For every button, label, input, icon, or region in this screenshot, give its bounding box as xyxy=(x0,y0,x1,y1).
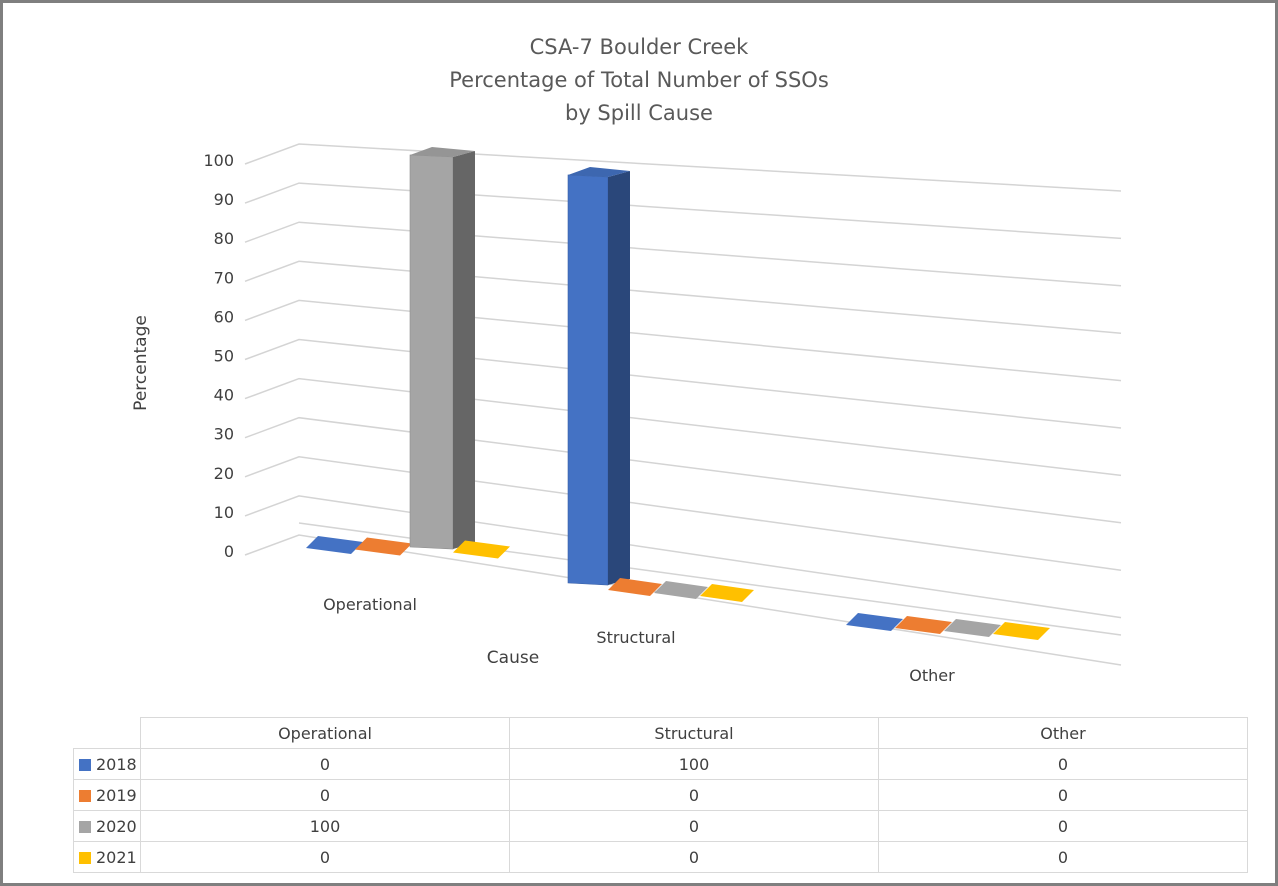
legend-label-2020: 2020 xyxy=(96,816,137,836)
chart-title-line-3: by Spill Cause xyxy=(565,101,713,125)
table-row-header-2019: 2019 xyxy=(73,779,141,811)
y-tick-90: 90 xyxy=(214,190,234,209)
gridlines xyxy=(244,143,1122,666)
table-row-2018: 2018 0 100 0 xyxy=(73,748,1248,780)
gridline-30 xyxy=(244,416,1122,524)
table-cell-2019-operational: 0 xyxy=(140,779,510,811)
category-labels: Operational Structural Other xyxy=(323,595,955,685)
data-table: Operational Structural Other 2018 0 100 0 20… xyxy=(73,717,1248,873)
table-col-structural: Structural xyxy=(509,717,879,749)
gridline-60 xyxy=(244,299,1122,382)
x-category-label-structural: Structural xyxy=(596,628,675,647)
bar-other-2021 xyxy=(993,622,1050,640)
gridline-90 xyxy=(244,182,1122,240)
table-body: 2018 0 100 0 2019 0 0 0 2020 100 0 0 2021 0 0 0 xyxy=(73,748,1248,873)
x-axis-title: Cause xyxy=(487,648,539,668)
y-tick-100: 100 xyxy=(203,151,234,170)
gridline-50 xyxy=(244,338,1122,429)
bar-operational-2020-side xyxy=(453,151,475,549)
bar-structural-2018-side xyxy=(608,171,630,585)
table-row-header-2020: 2020 xyxy=(73,810,141,842)
chart-title-line-2: Percentage of Total Number of SSOs xyxy=(449,68,829,92)
bar-other-2018 xyxy=(846,613,903,631)
x-category-label-other: Other xyxy=(909,666,955,685)
chart-title-line-1: CSA-7 Boulder Creek xyxy=(530,35,750,59)
legend-key-2019 xyxy=(79,789,91,802)
bar-structural-2018-top xyxy=(568,167,630,177)
bar-structural-2018-front xyxy=(567,174,609,586)
legend-label-2021: 2021 xyxy=(96,847,137,867)
chart-title: CSA-7 Boulder Creek Percentage of Total … xyxy=(449,35,829,125)
bar-other-2020 xyxy=(944,619,1001,637)
table-cell-2018-other: 0 xyxy=(878,748,1248,780)
bar-operational-2018 xyxy=(306,536,363,554)
bar-other-2019 xyxy=(895,616,952,634)
legend-key-2021 xyxy=(79,851,91,864)
y-tick-40: 40 xyxy=(214,386,234,405)
y-tick-10: 10 xyxy=(214,503,234,522)
table-cell-2019-structural: 0 xyxy=(509,779,879,811)
y-tick-80: 80 xyxy=(214,229,234,248)
x-category-label-operational: Operational xyxy=(323,595,417,614)
legend-key-2018 xyxy=(79,758,91,771)
table-row-header-2018: 2018 xyxy=(73,748,141,780)
y-tick-50: 50 xyxy=(214,347,234,366)
bar-operational-2021 xyxy=(453,540,510,559)
bar-structural-2020 xyxy=(654,581,708,599)
y-tick-30: 30 xyxy=(214,425,234,444)
chart-plot: CSA-7 Boulder Creek Percentage of Total … xyxy=(131,35,1122,685)
gridline-80 xyxy=(244,221,1122,287)
table-cell-2018-structural: 100 xyxy=(509,748,879,780)
legend-label-2018: 2018 xyxy=(96,754,137,774)
table-cell-2020-operational: 100 xyxy=(140,810,510,842)
legend-label-2019: 2019 xyxy=(96,785,137,805)
gridline-10 xyxy=(244,495,1122,619)
table-cell-2021-operational: 0 xyxy=(140,841,510,873)
bar-operational-2020-front xyxy=(409,154,454,550)
table-col-operational: Operational xyxy=(140,717,510,749)
table-cell-2021-structural: 0 xyxy=(509,841,879,873)
gridline-40 xyxy=(244,377,1122,477)
bars xyxy=(306,147,1050,640)
table-row-2019: 2019 0 0 0 xyxy=(73,779,1248,811)
bar-structural-2021 xyxy=(700,584,754,602)
table-cell-2020-other: 0 xyxy=(878,810,1248,842)
table-cell-2019-other: 0 xyxy=(878,779,1248,811)
y-tick-60: 60 xyxy=(214,307,234,326)
y-axis-title: Percentage xyxy=(131,315,151,411)
y-axis-ticks: 0 10 20 30 40 50 60 70 80 90 100 xyxy=(203,151,234,561)
bar-structural-2019 xyxy=(608,578,662,596)
table-corner xyxy=(73,717,141,749)
table-header-row: Operational Structural Other xyxy=(73,717,1248,749)
y-tick-20: 20 xyxy=(214,464,234,483)
legend-key-2020 xyxy=(79,820,91,833)
table-cell-2021-other: 0 xyxy=(878,841,1248,873)
table-row-2021: 2021 0 0 0 xyxy=(73,841,1248,873)
bar-operational-2020-top xyxy=(410,147,475,157)
gridline-20 xyxy=(244,456,1122,571)
gridline-0 xyxy=(244,534,1122,666)
y-tick-0: 0 xyxy=(224,542,234,561)
table-row-header-2021: 2021 xyxy=(73,841,141,873)
table-row-2020: 2020 100 0 0 xyxy=(73,810,1248,842)
table-cell-2018-operational: 0 xyxy=(140,748,510,780)
table-cell-2020-structural: 0 xyxy=(509,810,879,842)
bar-operational-2019 xyxy=(355,537,412,556)
table-col-other: Other xyxy=(878,717,1248,749)
gridline-70 xyxy=(244,260,1122,334)
y-tick-70: 70 xyxy=(214,268,234,287)
gridline-100 xyxy=(244,143,1122,192)
